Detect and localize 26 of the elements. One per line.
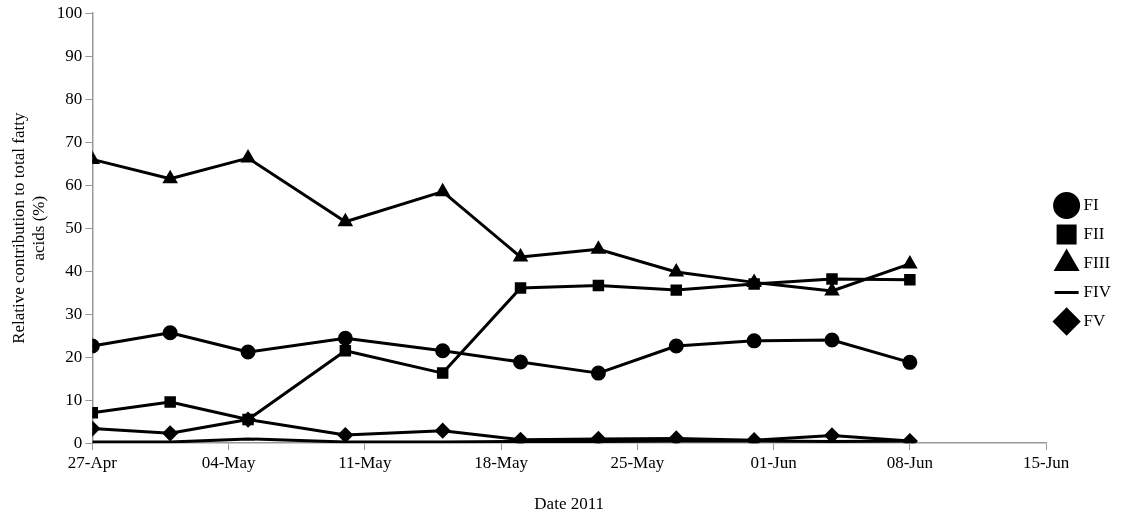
y-tick-label: 40 bbox=[65, 260, 83, 280]
y-tick-label: 50 bbox=[65, 217, 83, 237]
y-tick-label: 80 bbox=[65, 88, 83, 108]
y-tick-label: 60 bbox=[65, 174, 83, 194]
legend-label: FIII bbox=[1083, 252, 1111, 272]
x-tick-label: 15-Jun bbox=[1022, 452, 1070, 472]
x-tick-label: 18-May bbox=[474, 452, 529, 472]
x-tick-label: 01-Jun bbox=[750, 452, 798, 472]
legend-label: FIV bbox=[1083, 281, 1112, 301]
x-tick-label: 25-May bbox=[610, 452, 665, 472]
x-tick-label: 11-May bbox=[338, 452, 392, 472]
x-axis-title: Date 2011 bbox=[534, 494, 605, 514]
legend-label: FI bbox=[1083, 194, 1100, 214]
y-tick-label: 20 bbox=[65, 346, 83, 366]
y-tick-label: 70 bbox=[65, 131, 83, 151]
y-tick-label: 0 bbox=[73, 432, 83, 452]
legend-label: FII bbox=[1083, 223, 1105, 243]
x-tick-label: 27-Apr bbox=[67, 452, 118, 472]
x-tick-label: 04-May bbox=[201, 452, 256, 472]
y-tick-label: 100 bbox=[56, 2, 83, 22]
y-tick-label: 30 bbox=[65, 303, 83, 323]
y-tick-label: 90 bbox=[65, 45, 83, 65]
y-tick-label: 10 bbox=[65, 389, 83, 409]
y-axis-title: Relative contribution to total fatty acids (%) bbox=[8, 112, 49, 344]
legend-label: FV bbox=[1083, 310, 1107, 330]
x-tick-label: 08-Jun bbox=[886, 452, 934, 472]
